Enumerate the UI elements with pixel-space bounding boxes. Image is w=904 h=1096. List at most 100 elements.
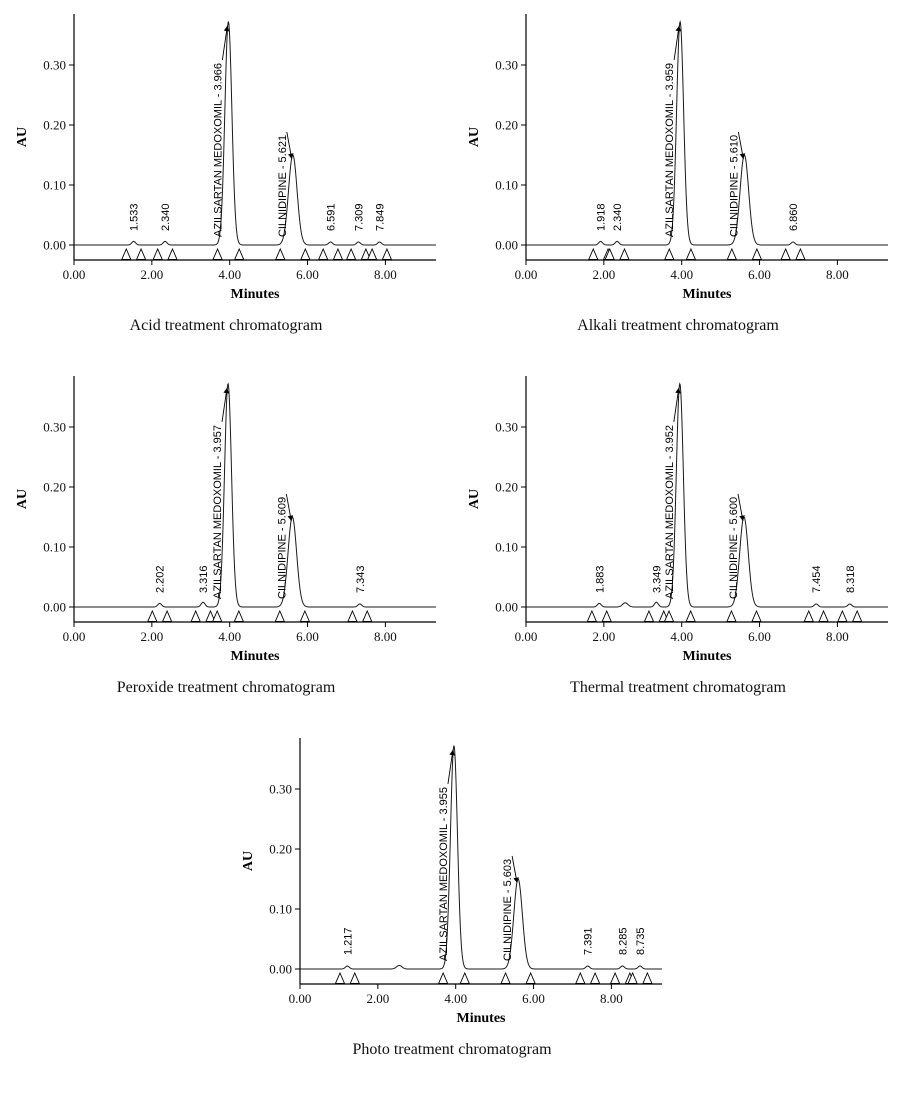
svg-text:7.343: 7.343 (355, 565, 367, 593)
chart-caption-photo: Photo treatment chromatogram (352, 1041, 552, 1058)
svg-text:0.10: 0.10 (269, 902, 292, 917)
svg-text:1.217: 1.217 (342, 927, 354, 955)
svg-text:2.340: 2.340 (612, 203, 624, 231)
svg-text:0.20: 0.20 (269, 842, 292, 857)
svg-text:2.340: 2.340 (160, 203, 172, 231)
svg-text:0.00: 0.00 (63, 267, 86, 282)
svg-text:0.30: 0.30 (43, 420, 66, 435)
svg-text:0.00: 0.00 (495, 600, 518, 615)
svg-text:CILNIDIPINE - 5.600: CILNIDIPINE - 5.600 (728, 497, 740, 599)
chromatogram-plot-acid: 0.00 0.10 0.20 0.30 0.00 2.00 4.00 6.00 8.00 Minu… (15, 14, 436, 302)
svg-text:3.316: 3.316 (198, 565, 210, 593)
svg-text:2.202: 2.202 (155, 565, 167, 593)
svg-text:Minutes: Minutes (231, 649, 281, 664)
svg-text:AU: AU (15, 127, 30, 147)
chromatogram-plot-alkali: 0.00 0.10 0.20 0.30 0.00 2.00 4.00 6.00 8.00 Minu… (467, 14, 888, 302)
chromatogram-plot-thermal: 0.00 0.10 0.20 0.30 0.00 2.00 4.00 6.00 8.00 Minu… (467, 376, 888, 664)
svg-text:AU: AU (467, 489, 482, 509)
svg-text:6.00: 6.00 (296, 267, 319, 282)
chart-row-3: 0.00 0.10 0.20 0.30 0.00 2.00 4.00 6.00 8.00 Minu… (0, 730, 904, 1092)
svg-text:6.00: 6.00 (296, 629, 319, 644)
chromatogram-peroxide: 0.00 0.10 0.20 0.30 0.00 2.00 4.00 6.00 8.00 Minu… (0, 368, 452, 730)
svg-text:2.00: 2.00 (366, 991, 389, 1006)
svg-text:0.20: 0.20 (495, 118, 518, 133)
svg-text:6.00: 6.00 (748, 629, 771, 644)
svg-text:7.454: 7.454 (811, 565, 823, 593)
svg-text:Minutes: Minutes (457, 1011, 507, 1026)
svg-text:2.00: 2.00 (140, 629, 163, 644)
svg-text:AZILSARTAN MEDOXOMIL - 3.952: AZILSARTAN MEDOXOMIL - 3.952 (664, 425, 676, 599)
svg-text:0.00: 0.00 (495, 238, 518, 253)
svg-text:0.10: 0.10 (495, 178, 518, 193)
svg-text:6.00: 6.00 (522, 991, 545, 1006)
svg-text:2.00: 2.00 (592, 267, 615, 282)
svg-text:0.00: 0.00 (289, 991, 312, 1006)
svg-text:1.533: 1.533 (129, 203, 141, 231)
svg-text:8.00: 8.00 (374, 629, 397, 644)
svg-text:0.20: 0.20 (495, 480, 518, 495)
chromatogram-photo: 0.00 0.10 0.20 0.30 0.00 2.00 4.00 6.00 8.00 Minu… (226, 730, 678, 1092)
svg-text:0.30: 0.30 (269, 782, 292, 797)
svg-text:AZILSARTAN MEDOXOMIL - 3.957: AZILSARTAN MEDOXOMIL - 3.957 (212, 425, 224, 599)
svg-text:2.00: 2.00 (592, 629, 615, 644)
svg-text:AU: AU (241, 851, 256, 871)
svg-text:4.00: 4.00 (444, 991, 467, 1006)
chart-caption-alkali: Alkali treatment chromatogram (577, 317, 779, 334)
svg-text:1.883: 1.883 (594, 565, 606, 593)
svg-text:8.318: 8.318 (845, 565, 857, 593)
svg-text:8.285: 8.285 (617, 927, 629, 955)
svg-text:8.00: 8.00 (826, 629, 849, 644)
svg-text:0.00: 0.00 (43, 238, 66, 253)
svg-text:6.591: 6.591 (326, 203, 338, 231)
svg-text:0.00: 0.00 (515, 267, 538, 282)
svg-text:7.849: 7.849 (375, 203, 387, 231)
svg-text:Minutes: Minutes (231, 287, 281, 302)
svg-text:1.918: 1.918 (596, 203, 608, 231)
chart-row-1: 0.00 0.10 0.20 0.30 0.00 2.00 4.00 6.00 8.00 Minu… (0, 6, 904, 368)
svg-text:0.00: 0.00 (43, 600, 66, 615)
svg-text:4.00: 4.00 (218, 267, 241, 282)
svg-text:4.00: 4.00 (670, 629, 693, 644)
svg-text:Minutes: Minutes (683, 649, 733, 664)
svg-text:Minutes: Minutes (683, 287, 733, 302)
chromatogram-plot-peroxide: 0.00 0.10 0.20 0.30 0.00 2.00 4.00 6.00 8.00 Minu… (15, 376, 436, 664)
chromatogram-alkali: 0.00 0.10 0.20 0.30 0.00 2.00 4.00 6.00 8.00 Minu… (452, 6, 904, 368)
svg-text:8.00: 8.00 (600, 991, 623, 1006)
svg-text:AZILSARTAN MEDOXOMIL - 3.966: AZILSARTAN MEDOXOMIL - 3.966 (212, 63, 224, 237)
svg-text:7.391: 7.391 (583, 927, 595, 955)
svg-text:2.00: 2.00 (140, 267, 163, 282)
svg-text:0.00: 0.00 (515, 629, 538, 644)
svg-text:0.10: 0.10 (495, 540, 518, 555)
svg-text:0.30: 0.30 (495, 58, 518, 73)
chart-row-2: 0.00 0.10 0.20 0.30 0.00 2.00 4.00 6.00 8.00 Minu… (0, 368, 904, 730)
svg-text:0.10: 0.10 (43, 178, 66, 193)
svg-text:3.349: 3.349 (651, 565, 663, 593)
svg-text:8.00: 8.00 (826, 267, 849, 282)
chart-caption-peroxide: Peroxide treatment chromatogram (116, 679, 336, 696)
svg-text:4.00: 4.00 (218, 629, 241, 644)
svg-text:0.00: 0.00 (63, 629, 86, 644)
svg-text:6.00: 6.00 (748, 267, 771, 282)
svg-text:0.30: 0.30 (495, 420, 518, 435)
svg-text:CILNIDIPINE - 5.610: CILNIDIPINE - 5.610 (728, 135, 740, 237)
svg-text:0.10: 0.10 (43, 540, 66, 555)
svg-text:AZILSARTAN MEDOXOMIL - 3.955: AZILSARTAN MEDOXOMIL - 3.955 (438, 787, 450, 961)
svg-text:8.00: 8.00 (374, 267, 397, 282)
svg-text:0.20: 0.20 (43, 480, 66, 495)
svg-text:0.20: 0.20 (43, 118, 66, 133)
chart-caption-acid: Acid treatment chromatogram (129, 317, 323, 334)
svg-text:CILNIDIPINE - 5.621: CILNIDIPINE - 5.621 (277, 135, 289, 237)
svg-text:6.860: 6.860 (788, 203, 800, 231)
svg-text:4.00: 4.00 (670, 267, 693, 282)
chromatogram-thermal: 0.00 0.10 0.20 0.30 0.00 2.00 4.00 6.00 8.00 Minu… (452, 368, 904, 730)
svg-text:CILNIDIPINE - 5.609: CILNIDIPINE - 5.609 (276, 497, 288, 599)
svg-text:AZILSARTAN MEDOXOMIL - 3.959: AZILSARTAN MEDOXOMIL - 3.959 (664, 63, 676, 237)
chromatogram-acid: 0.00 0.10 0.20 0.30 0.00 2.00 4.00 6.00 8.00 Minu… (0, 6, 452, 368)
svg-text:CILNIDIPINE - 5.603: CILNIDIPINE - 5.603 (502, 859, 514, 961)
chromatogram-plot-photo: 0.00 0.10 0.20 0.30 0.00 2.00 4.00 6.00 8.00 Minu… (241, 738, 662, 1026)
svg-text:0.00: 0.00 (269, 962, 292, 977)
chart-caption-thermal: Thermal treatment chromatogram (570, 679, 786, 696)
svg-text:8.735: 8.735 (635, 927, 647, 955)
svg-text:AU: AU (467, 127, 482, 147)
